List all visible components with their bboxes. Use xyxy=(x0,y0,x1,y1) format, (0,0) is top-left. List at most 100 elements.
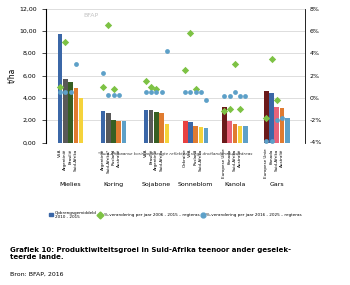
Text: VSA: VSA xyxy=(188,149,193,157)
Point xyxy=(57,90,63,95)
Point xyxy=(100,71,106,76)
Bar xyxy=(264,91,268,142)
Text: Argentinië: Argentinië xyxy=(63,149,68,170)
Text: Europese Unie: Europese Unie xyxy=(264,149,268,178)
Text: Europese Unie: Europese Unie xyxy=(223,149,226,178)
Point xyxy=(111,92,116,97)
Point xyxy=(274,98,280,102)
Bar xyxy=(274,107,279,142)
Text: Suid-Afrika*: Suid-Afrika* xyxy=(106,149,110,173)
Text: Koring: Koring xyxy=(104,182,124,187)
Point xyxy=(188,31,193,35)
Text: Grafiek 10: Produktiwiteitsgroei in Suid-Afrika teenoor ander geselek-
teerde la: Grafiek 10: Produktiwiteitsgroei in Suid… xyxy=(10,247,292,260)
Bar xyxy=(111,120,116,142)
Text: Kanola: Kanola xyxy=(224,182,246,187)
Point xyxy=(116,92,121,97)
Point xyxy=(232,90,238,95)
Bar xyxy=(117,121,121,142)
Bar xyxy=(74,88,78,142)
Bar xyxy=(222,107,227,142)
Point xyxy=(154,87,159,91)
Point xyxy=(73,62,79,67)
Bar xyxy=(269,93,274,142)
Point xyxy=(243,93,248,98)
Text: Brasilië: Brasilië xyxy=(69,149,72,164)
Point xyxy=(222,109,227,113)
Bar xyxy=(106,113,111,142)
Bar xyxy=(238,126,243,142)
Text: Mielies: Mielies xyxy=(60,182,82,187)
Point xyxy=(269,56,274,61)
Bar xyxy=(149,110,154,142)
Text: Suid-Afrika: Suid-Afrika xyxy=(199,149,203,171)
Point xyxy=(232,62,238,67)
Point xyxy=(274,118,280,123)
Point xyxy=(264,139,269,144)
Bar xyxy=(154,112,159,142)
Point xyxy=(143,90,149,95)
Text: VSA: VSA xyxy=(58,149,62,157)
Point xyxy=(148,84,154,89)
Y-axis label: t/ha: t/ha xyxy=(7,68,16,83)
Bar xyxy=(122,121,126,142)
Point xyxy=(63,40,68,44)
Point xyxy=(105,92,111,97)
Point xyxy=(182,68,188,72)
Bar xyxy=(58,34,62,142)
Point xyxy=(193,87,198,91)
Text: Gars: Gars xyxy=(270,182,284,187)
Point xyxy=(285,127,290,131)
Text: Sonneblom: Sonneblom xyxy=(178,182,214,187)
Bar xyxy=(144,110,148,142)
Bar xyxy=(243,126,248,142)
Point xyxy=(148,90,154,95)
Point xyxy=(237,107,243,111)
Text: VSA: VSA xyxy=(144,149,148,157)
Point xyxy=(68,90,74,95)
Text: Kanada: Kanada xyxy=(270,149,274,164)
Text: Oekraïne: Oekraïne xyxy=(183,149,187,167)
Text: BFAP: BFAP xyxy=(83,13,98,18)
Bar xyxy=(159,113,164,142)
Point xyxy=(203,98,209,102)
Text: Australië: Australië xyxy=(238,149,242,167)
Point xyxy=(279,116,285,120)
Point xyxy=(57,84,63,89)
Point xyxy=(227,93,232,98)
Text: Sojabone: Sojabone xyxy=(142,182,171,187)
Point xyxy=(100,84,106,89)
Text: Australië: Australië xyxy=(117,149,121,167)
Text: Rusland: Rusland xyxy=(194,149,198,165)
Text: *Suid-Afrikaanse koringopbrengte reflekteer slegs droëlandproduksieäreas: *Suid-Afrikaanse koringopbrengte reflekt… xyxy=(98,152,252,156)
Bar xyxy=(193,126,198,142)
Bar xyxy=(233,123,237,142)
Point xyxy=(269,139,274,144)
Point xyxy=(111,87,116,91)
Point xyxy=(227,107,232,111)
Bar xyxy=(164,123,169,142)
Legend: Opbrengsgemiddeld
2010 - 2015, %-verandering per jaar 2006 - 2015 – regteras, %-: Opbrengsgemiddeld 2010 - 2015, %-verande… xyxy=(48,209,304,221)
Text: Argentinië: Argentinië xyxy=(154,149,159,170)
Bar xyxy=(79,98,83,142)
Bar xyxy=(188,123,193,142)
Bar xyxy=(228,121,232,142)
Bar xyxy=(285,118,289,142)
Bar xyxy=(280,108,284,142)
Text: Australië: Australië xyxy=(280,149,284,167)
Text: Rusland: Rusland xyxy=(112,149,116,165)
Point xyxy=(182,90,188,95)
Point xyxy=(159,90,164,95)
Text: Suid-Afrika: Suid-Afrika xyxy=(74,149,78,171)
Bar xyxy=(101,111,105,142)
Point xyxy=(198,90,204,95)
Point xyxy=(193,90,198,95)
Text: Brasilië: Brasilië xyxy=(149,149,153,164)
Text: Argentinië: Argentinië xyxy=(101,149,105,170)
Bar xyxy=(63,79,68,142)
Bar xyxy=(198,127,203,142)
Point xyxy=(164,49,170,53)
Bar xyxy=(183,121,188,142)
Text: Suid-Afrika: Suid-Afrika xyxy=(233,149,237,171)
Bar xyxy=(68,82,73,142)
Point xyxy=(105,23,111,28)
